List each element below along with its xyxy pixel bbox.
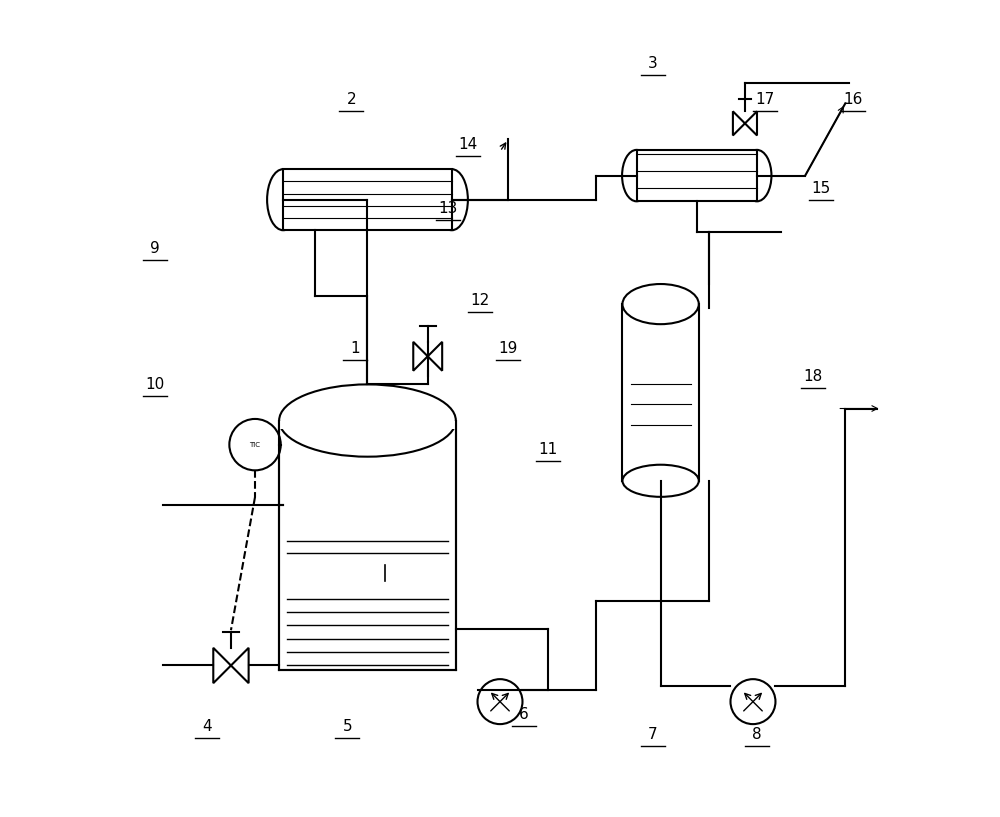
Text: 8: 8 xyxy=(752,727,762,742)
Text: 17: 17 xyxy=(755,92,775,107)
Ellipse shape xyxy=(622,465,699,497)
Text: 18: 18 xyxy=(804,369,823,385)
Bar xyxy=(622,304,699,480)
Text: 7: 7 xyxy=(648,727,657,742)
Polygon shape xyxy=(231,648,249,683)
Text: 12: 12 xyxy=(470,293,490,308)
Ellipse shape xyxy=(730,679,775,724)
Polygon shape xyxy=(745,111,757,136)
Text: 11: 11 xyxy=(539,442,558,457)
Text: 2: 2 xyxy=(347,92,356,107)
Text: 15: 15 xyxy=(812,181,831,196)
Text: 19: 19 xyxy=(498,342,518,356)
Text: 6: 6 xyxy=(519,707,529,721)
Ellipse shape xyxy=(267,169,299,230)
Ellipse shape xyxy=(436,169,468,230)
Polygon shape xyxy=(428,342,442,371)
Bar xyxy=(637,150,757,201)
Ellipse shape xyxy=(622,284,699,324)
Polygon shape xyxy=(733,111,745,136)
Bar xyxy=(279,421,456,429)
Bar xyxy=(283,169,452,230)
Polygon shape xyxy=(213,648,231,683)
Polygon shape xyxy=(413,342,428,371)
Text: 3: 3 xyxy=(648,56,657,71)
Ellipse shape xyxy=(622,150,651,201)
Bar xyxy=(279,421,456,669)
Text: 1: 1 xyxy=(351,342,360,356)
Ellipse shape xyxy=(478,679,522,724)
Ellipse shape xyxy=(229,419,281,471)
Text: 10: 10 xyxy=(145,377,164,392)
Text: 9: 9 xyxy=(150,241,160,256)
Text: 16: 16 xyxy=(844,92,863,107)
Text: 13: 13 xyxy=(438,201,457,216)
Text: TIC: TIC xyxy=(250,442,261,448)
Text: 4: 4 xyxy=(202,719,212,734)
Ellipse shape xyxy=(743,150,771,201)
Text: 14: 14 xyxy=(458,136,478,151)
Text: 5: 5 xyxy=(343,719,352,734)
Ellipse shape xyxy=(279,385,456,457)
